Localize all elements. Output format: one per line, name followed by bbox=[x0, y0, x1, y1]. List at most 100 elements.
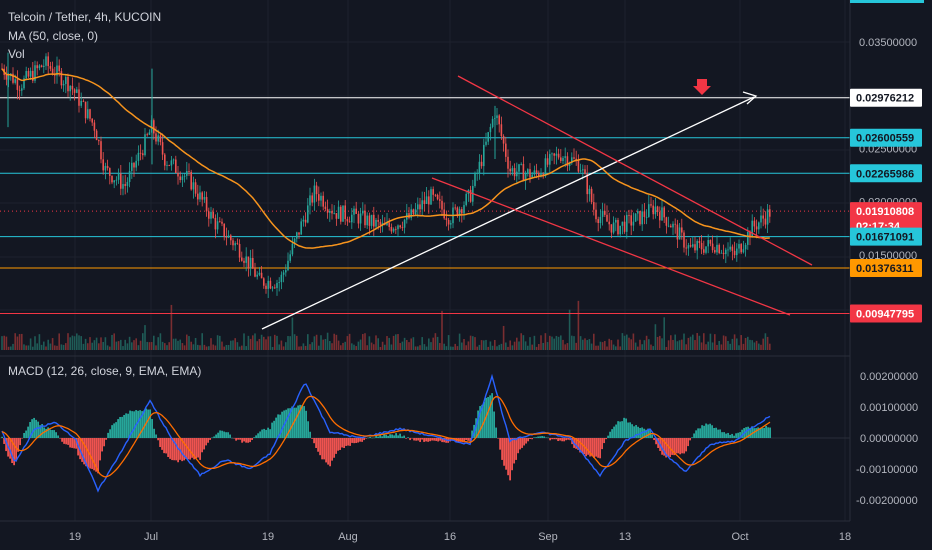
time-axis-label: Jul bbox=[144, 531, 158, 543]
volume-bar bbox=[340, 345, 342, 350]
candle bbox=[476, 169, 478, 181]
macd-histogram-bar bbox=[143, 410, 145, 438]
macd-histogram-bar bbox=[123, 414, 125, 438]
macd-indicator-label[interactable]: MACD (12, 26, close, 9, EMA, EMA) bbox=[8, 364, 202, 378]
macd-histogram-bar bbox=[575, 438, 577, 449]
time-axis-labels: 19 Jul 19 Aug 16 Sep 13 Oct 18 bbox=[69, 531, 851, 543]
ascending-trendline[interactable] bbox=[261, 96, 755, 330]
candle bbox=[421, 191, 423, 217]
candle bbox=[601, 202, 604, 226]
volume-bar bbox=[18, 334, 21, 350]
volume-bar bbox=[322, 339, 324, 350]
volume-bar bbox=[276, 335, 278, 350]
macd-legend[interactable]: MACD (12, 26, close, 9, EMA, EMA) bbox=[8, 364, 207, 378]
volume-bar bbox=[40, 344, 43, 350]
macd-histogram-bar bbox=[529, 438, 531, 440]
volume-bar bbox=[672, 339, 674, 350]
macd-histogram-bar bbox=[535, 437, 537, 438]
horizontal-levels[interactable] bbox=[0, 97, 850, 315]
price-level-tag[interactable]: 0.01376311 bbox=[850, 258, 922, 277]
candle bbox=[353, 205, 355, 224]
macd-histogram-bar bbox=[131, 411, 133, 438]
macd-histogram-bar bbox=[245, 438, 247, 443]
volume-bar bbox=[469, 335, 472, 350]
macd-histogram-bar bbox=[425, 438, 427, 442]
vol-legend[interactable]: Vol bbox=[8, 47, 31, 61]
volume-bar bbox=[170, 304, 173, 350]
symbol-title[interactable]: Telcoin / Tether, 4h, KUCOIN bbox=[8, 10, 162, 24]
candle bbox=[307, 198, 309, 224]
volume-bar bbox=[472, 336, 474, 350]
volume-bar bbox=[617, 339, 619, 350]
candle bbox=[234, 241, 236, 251]
price-level-tag[interactable]: 0.02265986 bbox=[850, 164, 922, 183]
macd-histogram-bar bbox=[679, 438, 681, 455]
macd-histogram-bar bbox=[399, 433, 401, 438]
candle bbox=[652, 200, 654, 220]
volume-bar bbox=[122, 346, 124, 350]
macd-histogram-bar bbox=[17, 438, 19, 452]
volume-bar bbox=[452, 346, 454, 350]
macd-histogram-bar bbox=[507, 438, 509, 476]
volume-bar bbox=[98, 343, 100, 350]
symbol-legend[interactable]: Telcoin / Tether, 4h, KUCOIN bbox=[8, 10, 167, 24]
price-level-tag[interactable]: 0.00947795 bbox=[850, 304, 922, 323]
volume-bar bbox=[381, 341, 384, 350]
candle bbox=[399, 224, 401, 229]
volume-bar bbox=[533, 335, 536, 350]
candle bbox=[100, 136, 102, 164]
macd-histogram-bar bbox=[557, 438, 559, 442]
volume-bar bbox=[373, 344, 375, 350]
volume-bar bbox=[5, 336, 8, 350]
volume-bar bbox=[337, 340, 340, 350]
candle bbox=[729, 237, 731, 252]
volume-bar bbox=[232, 340, 234, 350]
volume-bar bbox=[238, 346, 241, 350]
macd-histogram-bar bbox=[127, 413, 129, 438]
ma-legend[interactable]: MA (50, close, 0) bbox=[8, 29, 104, 43]
channel-lower-line[interactable] bbox=[431, 177, 791, 316]
volume-bar bbox=[502, 325, 505, 350]
volume-bar bbox=[714, 334, 716, 350]
volume-bar bbox=[749, 339, 751, 350]
volume-bar bbox=[335, 334, 338, 350]
candle bbox=[678, 223, 681, 240]
price-level-tag[interactable]: 0.01671091 bbox=[850, 227, 922, 246]
vol-indicator-label[interactable]: Vol bbox=[8, 47, 25, 61]
candle bbox=[663, 205, 665, 224]
time-axis[interactable] bbox=[0, 521, 932, 550]
macd-histogram-bar bbox=[355, 438, 357, 443]
candle bbox=[65, 74, 67, 94]
down-arrow-icon[interactable] bbox=[693, 79, 711, 95]
volume-bar bbox=[377, 338, 379, 350]
ma-indicator-label[interactable]: MA (50, close, 0) bbox=[8, 29, 99, 43]
candle bbox=[164, 152, 166, 171]
price-level-tag[interactable]: 0.02600559 bbox=[850, 128, 922, 147]
volume-bar bbox=[38, 334, 41, 350]
candle bbox=[359, 207, 362, 231]
volume-bar bbox=[379, 346, 382, 350]
macd-histogram-bar bbox=[359, 438, 361, 442]
macd-histogram-bar bbox=[311, 438, 313, 439]
candle bbox=[711, 235, 714, 253]
macd-histogram-bar bbox=[255, 435, 257, 438]
macd-histogram-bar bbox=[189, 438, 191, 460]
macd-histogram-bar bbox=[201, 438, 203, 453]
volume-bar bbox=[694, 340, 696, 350]
trend-drawings[interactable] bbox=[261, 75, 813, 330]
macd-histogram-bar bbox=[663, 438, 665, 456]
channel-upper-line[interactable] bbox=[457, 75, 813, 266]
trendline-arrowhead bbox=[742, 91, 758, 105]
macd-histogram-bar bbox=[613, 426, 615, 438]
svg-text:0.01376311: 0.01376311 bbox=[856, 263, 914, 275]
macd-histogram-bar bbox=[745, 427, 747, 438]
price-level-tag[interactable]: 0.02976212 bbox=[850, 88, 922, 107]
candle bbox=[223, 223, 225, 241]
volume-bar bbox=[183, 345, 186, 350]
macd-histogram-bar bbox=[527, 438, 529, 442]
candle bbox=[51, 61, 54, 76]
candle bbox=[698, 237, 701, 249]
macd-histogram-bar bbox=[85, 438, 87, 467]
